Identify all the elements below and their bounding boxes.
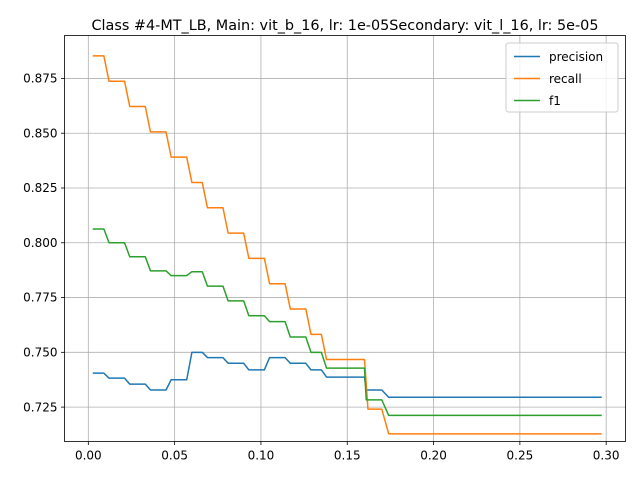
series-line-recall	[92, 55, 602, 435]
x-tick-label: 0.05	[161, 449, 188, 463]
x-tick-label: 0.25	[507, 449, 534, 463]
y-tick-label: 0.775	[23, 291, 57, 305]
legend-label-precision: precision	[549, 50, 603, 64]
y-tick-label: 0.725	[23, 400, 57, 414]
y-tick-label: 0.750	[23, 346, 57, 360]
chart-title: Class #4-MT_LB, Main: vit_b_16, lr: 1e-0…	[92, 18, 599, 34]
grid-lines	[64, 35, 626, 442]
x-tick-label: 0.15	[334, 449, 361, 463]
legend-box	[505, 42, 619, 113]
axis-ticks: 0.00 0.05 0.10 0.15 0.20 0.25 0.30 0.725 0.750 0.…	[23, 72, 619, 463]
plot-frame	[64, 35, 626, 442]
legend-label-recall: recall	[549, 72, 582, 86]
x-tick-label: 0.00	[75, 449, 102, 463]
series-line-f1	[92, 228, 602, 417]
y-tick-label: 0.850	[23, 126, 57, 140]
legend: precision recall f1	[505, 42, 619, 113]
x-tick-label: 0.30	[593, 449, 620, 463]
legend-label-f1: f1	[549, 94, 561, 108]
y-tick-label: 0.825	[23, 181, 57, 195]
y-tick-label: 0.875	[23, 72, 57, 86]
x-tick-label: 0.10	[248, 449, 275, 463]
series-lines	[92, 55, 602, 435]
series-line-precision	[92, 351, 602, 398]
y-tick-label: 0.800	[23, 236, 57, 250]
x-tick-label: 0.20	[420, 449, 447, 463]
